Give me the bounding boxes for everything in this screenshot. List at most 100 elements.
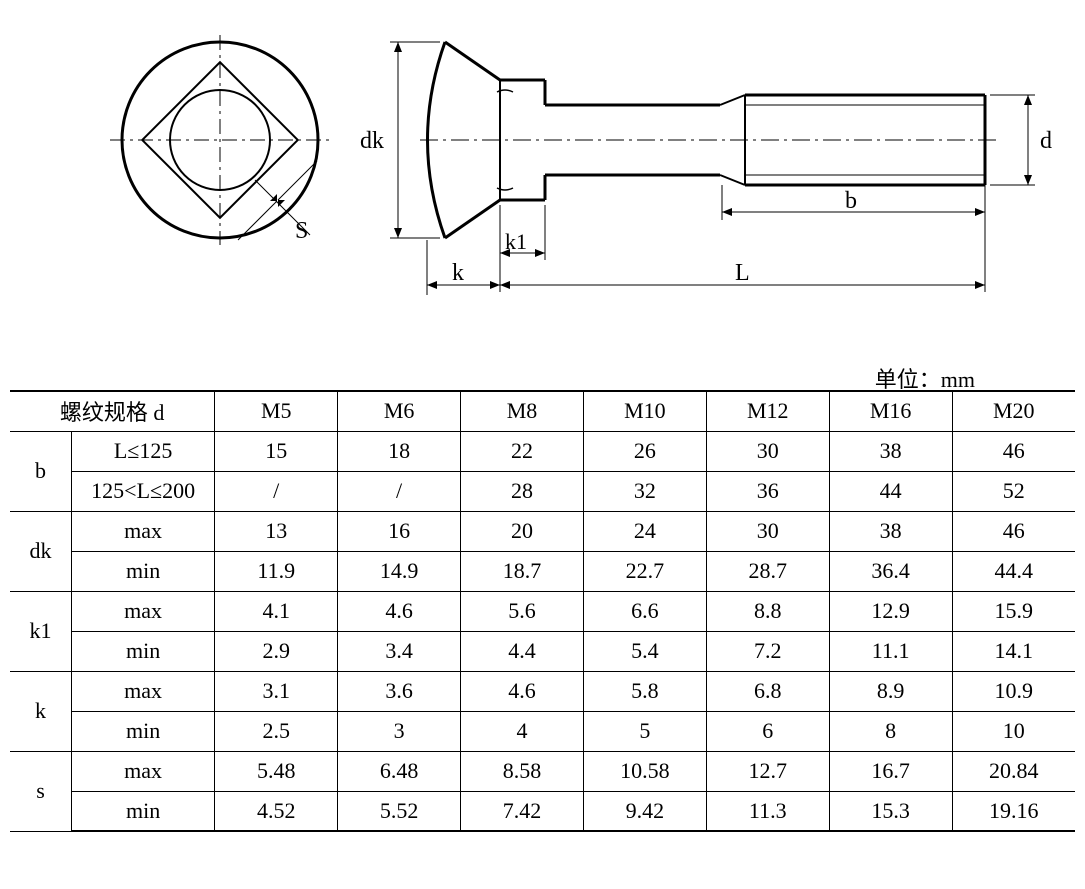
column-header: M6 — [338, 391, 461, 431]
data-cell: 20 — [461, 511, 584, 551]
data-cell: 30 — [706, 431, 829, 471]
data-cell: 46 — [952, 511, 1075, 551]
data-cell: 7.42 — [461, 791, 584, 831]
label-dk: dk — [360, 128, 384, 154]
header-label: 螺纹规格 d — [10, 391, 215, 431]
data-cell: 6 — [706, 711, 829, 751]
data-cell: 10 — [952, 711, 1075, 751]
data-cell: 10.9 — [952, 671, 1075, 711]
data-cell: 8.58 — [461, 751, 584, 791]
sub-label: min — [71, 711, 214, 751]
data-cell: 4.4 — [461, 631, 584, 671]
data-cell: 36 — [706, 471, 829, 511]
data-cell: 5.4 — [583, 631, 706, 671]
label-b: b — [845, 188, 857, 214]
data-cell: 9.42 — [583, 791, 706, 831]
data-cell: 11.9 — [215, 551, 338, 591]
data-cell: 46 — [952, 431, 1075, 471]
data-cell: 5.48 — [215, 751, 338, 791]
svg-text:S: S — [295, 218, 308, 244]
label-k1: k1 — [505, 229, 527, 254]
data-cell: 6.48 — [338, 751, 461, 791]
data-cell: 30 — [706, 511, 829, 551]
data-cell: 2.9 — [215, 631, 338, 671]
data-cell: / — [338, 471, 461, 511]
data-cell: 5.52 — [338, 791, 461, 831]
data-cell: / — [215, 471, 338, 511]
data-cell: 14.1 — [952, 631, 1075, 671]
row-label: k — [10, 671, 71, 751]
data-cell: 4.6 — [461, 671, 584, 711]
sub-label: max — [71, 671, 214, 711]
sub-label: min — [71, 791, 214, 831]
column-header: M16 — [829, 391, 952, 431]
data-cell: 38 — [829, 431, 952, 471]
label-k: k — [452, 260, 464, 286]
data-cell: 3.4 — [338, 631, 461, 671]
data-cell: 5.8 — [583, 671, 706, 711]
row-label: k1 — [10, 591, 71, 671]
data-cell: 12.7 — [706, 751, 829, 791]
data-cell: 14.9 — [338, 551, 461, 591]
column-header: M5 — [215, 391, 338, 431]
data-cell: 22 — [461, 431, 584, 471]
data-cell: 2.5 — [215, 711, 338, 751]
data-cell: 13 — [215, 511, 338, 551]
data-cell: 28 — [461, 471, 584, 511]
data-cell: 12.9 — [829, 591, 952, 631]
data-cell: 3 — [338, 711, 461, 751]
sub-label: 125<L≤200 — [71, 471, 214, 511]
column-header: M8 — [461, 391, 584, 431]
data-cell: 16.7 — [829, 751, 952, 791]
data-cell: 52 — [952, 471, 1075, 511]
sub-label: max — [71, 511, 214, 551]
data-cell: 24 — [583, 511, 706, 551]
data-cell: 8 — [829, 711, 952, 751]
data-cell: 6.8 — [706, 671, 829, 711]
data-cell: 8.8 — [706, 591, 829, 631]
data-cell: 4.52 — [215, 791, 338, 831]
data-cell: 20.84 — [952, 751, 1075, 791]
label-L: L — [735, 260, 750, 286]
data-cell: 18.7 — [461, 551, 584, 591]
spec-table-area: 单位：mm 螺纹规格 dM5M6M8M10M12M16M20bL≤1251518… — [10, 390, 1075, 832]
data-cell: 11.3 — [706, 791, 829, 831]
sub-label: max — [71, 591, 214, 631]
sub-label: min — [71, 631, 214, 671]
data-cell: 32 — [583, 471, 706, 511]
diagram-area: S dk — [0, 0, 1085, 320]
data-cell: 15.9 — [952, 591, 1075, 631]
data-cell: 38 — [829, 511, 952, 551]
data-cell: 44.4 — [952, 551, 1075, 591]
data-cell: 28.7 — [706, 551, 829, 591]
column-header: M10 — [583, 391, 706, 431]
data-cell: 44 — [829, 471, 952, 511]
data-cell: 6.6 — [583, 591, 706, 631]
data-cell: 16 — [338, 511, 461, 551]
row-label: dk — [10, 511, 71, 591]
sub-label: max — [71, 751, 214, 791]
data-cell: 3.6 — [338, 671, 461, 711]
data-cell: 4.6 — [338, 591, 461, 631]
row-label: s — [10, 751, 71, 831]
data-cell: 26 — [583, 431, 706, 471]
unit-label: 单位：mm — [875, 362, 975, 394]
column-header: M20 — [952, 391, 1075, 431]
data-cell: 5.6 — [461, 591, 584, 631]
column-header: M12 — [706, 391, 829, 431]
data-cell: 15.3 — [829, 791, 952, 831]
bolt-diagram: S dk — [0, 0, 1085, 320]
data-cell: 22.7 — [583, 551, 706, 591]
data-cell: 8.9 — [829, 671, 952, 711]
data-cell: 11.1 — [829, 631, 952, 671]
sub-label: L≤125 — [71, 431, 214, 471]
spec-table: 螺纹规格 dM5M6M8M10M12M16M20bL≤1251518222630… — [10, 390, 1075, 832]
data-cell: 10.58 — [583, 751, 706, 791]
data-cell: 3.1 — [215, 671, 338, 711]
data-cell: 4.1 — [215, 591, 338, 631]
data-cell: 36.4 — [829, 551, 952, 591]
data-cell: 5 — [583, 711, 706, 751]
data-cell: 19.16 — [952, 791, 1075, 831]
label-d: d — [1040, 128, 1052, 154]
data-cell: 7.2 — [706, 631, 829, 671]
